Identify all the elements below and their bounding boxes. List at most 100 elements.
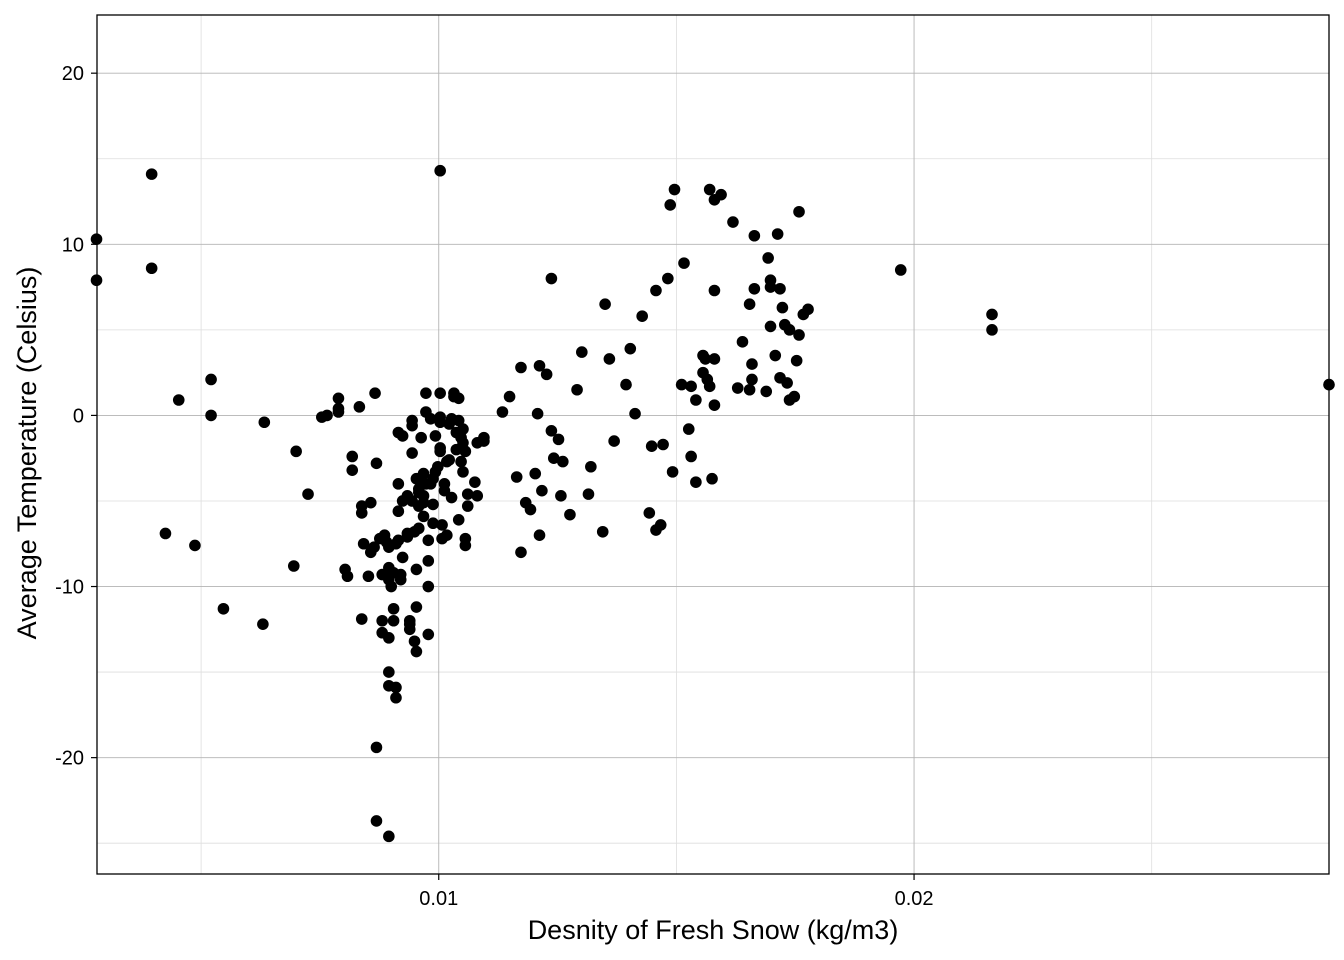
data-point-139 bbox=[459, 445, 472, 458]
data-point-129 bbox=[452, 392, 465, 405]
data-point-208 bbox=[727, 216, 739, 228]
data-point-223 bbox=[771, 228, 784, 240]
data-point-207 bbox=[715, 188, 727, 201]
data-point-120 bbox=[441, 529, 453, 541]
data-point-186 bbox=[664, 199, 677, 211]
data-point-202 bbox=[706, 472, 718, 485]
data-point-34 bbox=[370, 457, 383, 470]
data-point-31 bbox=[362, 570, 375, 583]
data-point-239 bbox=[986, 324, 998, 336]
data-point-188 bbox=[668, 183, 681, 196]
data-point-233 bbox=[793, 205, 805, 218]
data-point-183 bbox=[654, 519, 667, 531]
data-point-66 bbox=[396, 551, 409, 564]
data-point-11 bbox=[258, 416, 271, 429]
data-point-56 bbox=[390, 681, 402, 694]
data-point-200 bbox=[703, 183, 716, 196]
data-point-166 bbox=[564, 508, 576, 521]
data-point-216 bbox=[748, 229, 761, 242]
data-point-155 bbox=[531, 407, 544, 420]
data-point-237 bbox=[894, 264, 907, 276]
data-point-92 bbox=[417, 490, 430, 502]
data-point-236 bbox=[802, 303, 814, 316]
data-point-159 bbox=[540, 368, 553, 381]
data-point-146 bbox=[478, 431, 490, 444]
data-point-204 bbox=[708, 284, 721, 297]
data-point-26 bbox=[355, 507, 368, 519]
data-point-100 bbox=[422, 628, 435, 641]
data-point-108 bbox=[431, 460, 444, 473]
data-point-234 bbox=[793, 329, 805, 341]
data-point-238 bbox=[986, 308, 998, 321]
data-point-87 bbox=[415, 431, 427, 444]
data-point-99 bbox=[422, 580, 435, 593]
data-point-13 bbox=[290, 445, 302, 458]
data-point-165 bbox=[557, 455, 569, 468]
data-point-232 bbox=[790, 354, 803, 367]
data-point-147 bbox=[496, 406, 509, 418]
data-point-213 bbox=[746, 358, 758, 370]
data-point-142 bbox=[469, 476, 481, 488]
data-point-187 bbox=[666, 466, 679, 478]
x-tick-label-0: 0.01 bbox=[419, 888, 458, 910]
data-point-12 bbox=[287, 560, 300, 572]
data-point-7 bbox=[205, 373, 217, 386]
data-point-21 bbox=[341, 570, 354, 583]
data-point-35 bbox=[370, 741, 383, 754]
data-point-176 bbox=[624, 342, 637, 355]
data-point-72 bbox=[403, 623, 416, 636]
data-point-3 bbox=[145, 262, 158, 275]
data-point-219 bbox=[764, 320, 777, 333]
data-point-174 bbox=[608, 435, 620, 447]
data-point-141 bbox=[461, 500, 474, 512]
data-point-198 bbox=[699, 353, 712, 365]
data-point-64 bbox=[396, 430, 409, 442]
data-point-150 bbox=[515, 361, 527, 374]
data-point-201 bbox=[703, 380, 716, 393]
plot-border bbox=[96, 14, 1330, 875]
data-point-90 bbox=[417, 510, 430, 523]
data-point-130 bbox=[452, 414, 465, 427]
data-point-17 bbox=[332, 392, 345, 405]
data-point-24 bbox=[353, 401, 366, 413]
data-point-138 bbox=[459, 539, 472, 552]
data-point-153 bbox=[524, 503, 537, 516]
data-point-36 bbox=[370, 815, 383, 827]
data-point-228 bbox=[781, 377, 793, 389]
data-point-210 bbox=[736, 336, 749, 348]
data-point-172 bbox=[599, 298, 611, 310]
data-point-231 bbox=[788, 390, 801, 403]
data-point-8 bbox=[205, 409, 217, 422]
data-point-2 bbox=[145, 168, 158, 180]
data-point-39 bbox=[376, 614, 388, 627]
data-point-105 bbox=[427, 517, 439, 530]
data-point-180 bbox=[645, 440, 658, 453]
data-point-168 bbox=[576, 346, 588, 358]
data-point-205 bbox=[708, 353, 721, 365]
data-point-195 bbox=[690, 476, 702, 488]
major-gridlines bbox=[97, 15, 1329, 874]
data-point-162 bbox=[547, 452, 560, 464]
data-point-55 bbox=[390, 691, 402, 704]
data-point-158 bbox=[536, 484, 548, 497]
data-point-179 bbox=[643, 507, 656, 519]
data-point-122 bbox=[443, 454, 456, 466]
data-point-226 bbox=[776, 301, 789, 314]
data-point-33 bbox=[369, 387, 381, 399]
data-point-94 bbox=[420, 387, 432, 399]
data-point-114 bbox=[434, 164, 446, 177]
data-point-156 bbox=[533, 529, 546, 541]
y-tick-label-0: -20 bbox=[55, 748, 84, 770]
data-point-4 bbox=[172, 394, 185, 406]
data-point-209 bbox=[731, 382, 744, 394]
data-point-19 bbox=[332, 406, 345, 418]
data-point-160 bbox=[545, 425, 558, 437]
data-point-80 bbox=[410, 601, 423, 613]
x-axis-ticks: 0.01 0.02 bbox=[419, 874, 934, 910]
y-tick-label-4: 20 bbox=[62, 63, 84, 85]
data-point-154 bbox=[529, 467, 542, 480]
data-point-75 bbox=[406, 419, 418, 432]
data-point-192 bbox=[685, 450, 697, 463]
data-point-32 bbox=[368, 541, 380, 553]
